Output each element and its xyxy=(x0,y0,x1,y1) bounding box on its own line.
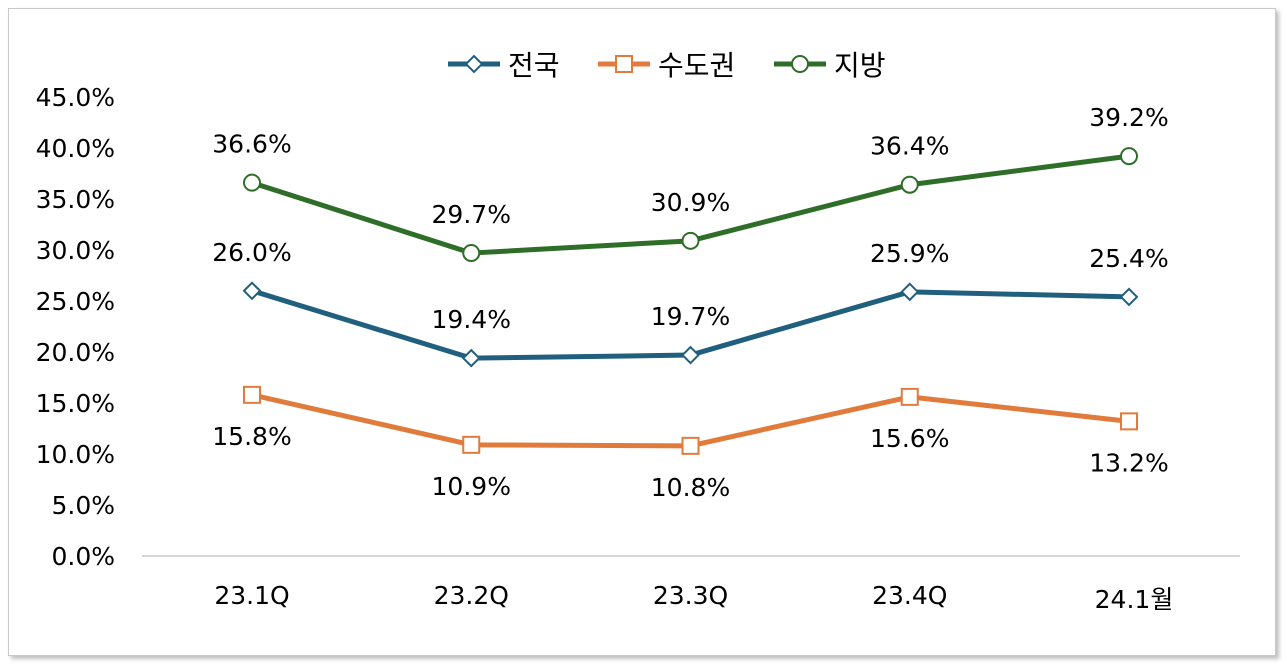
y-tick-label: 10.0% xyxy=(36,440,115,469)
series-diamond xyxy=(242,281,1139,368)
data-label: 15.6% xyxy=(870,424,949,453)
y-tick-label: 30.0% xyxy=(36,236,115,265)
y-tick-label: 45.0% xyxy=(36,83,115,112)
data-label: 39.2% xyxy=(1089,103,1168,132)
data-label: 36.6% xyxy=(212,130,291,159)
data-label: 25.9% xyxy=(870,239,949,268)
series-layer xyxy=(242,147,1139,455)
data-label: 29.7% xyxy=(432,200,511,229)
data-point-marker xyxy=(243,173,261,192)
data-point-marker xyxy=(681,436,700,455)
x-tick-label: 23.4Q xyxy=(872,581,947,610)
x-tick-label: 24.1월 xyxy=(1095,585,1174,614)
data-point-marker xyxy=(243,385,261,404)
data-label: 15.8% xyxy=(212,422,291,451)
data-point-marker xyxy=(1119,287,1139,307)
data-label: 19.4% xyxy=(432,305,511,334)
series-circle xyxy=(243,147,1138,263)
legend-label: 전국 xyxy=(508,49,560,82)
legend-item: 수도권 xyxy=(598,49,735,82)
data-point-marker xyxy=(461,348,481,368)
data-point-marker xyxy=(900,282,920,302)
y-tick-label: 40.0% xyxy=(36,134,115,163)
data-point-marker xyxy=(681,231,700,250)
y-tick-label: 0.0% xyxy=(51,542,115,571)
legend-marker xyxy=(464,54,484,74)
data-point-marker xyxy=(1120,412,1138,431)
legend-item: 지방 xyxy=(774,49,886,82)
data-point-marker xyxy=(900,175,919,194)
legend-marker xyxy=(791,55,809,73)
chart-frame xyxy=(8,8,1276,656)
legend-label: 지방 xyxy=(834,49,886,82)
data-label: 10.9% xyxy=(432,472,511,501)
y-tick-label: 15.0% xyxy=(36,389,115,418)
legend: 전국 수도권 지방 xyxy=(448,49,886,82)
legend-label: 수도권 xyxy=(658,49,735,82)
data-label: 30.9% xyxy=(651,188,730,217)
y-tick-label: 25.0% xyxy=(36,287,115,316)
data-label: 26.0% xyxy=(212,238,291,267)
data-point-marker xyxy=(462,435,481,454)
data-point-marker xyxy=(242,281,262,301)
series-square xyxy=(243,385,1138,455)
y-tick-label: 35.0% xyxy=(36,185,115,214)
y-tick-label: 20.0% xyxy=(36,338,115,367)
data-labels: 26.0% 19.4% 19.7% 25.9% 25.4% 15.8% 10.9% 10.8%… xyxy=(212,103,1168,502)
data-point-marker xyxy=(1120,147,1138,166)
x-tick-label: 23.2Q xyxy=(434,581,509,610)
legend-item: 전국 xyxy=(448,49,560,82)
data-label: 10.8% xyxy=(651,473,730,502)
data-point-marker xyxy=(462,244,481,263)
data-label: 36.4% xyxy=(870,132,949,161)
data-point-marker xyxy=(900,387,919,406)
x-tick-label: 23.1Q xyxy=(214,581,289,610)
data-label: 13.2% xyxy=(1089,448,1168,477)
x-tick-label: 23.3Q xyxy=(653,581,728,610)
y-tick-label: 5.0% xyxy=(51,491,115,520)
data-label: 19.7% xyxy=(651,302,730,331)
legend-marker xyxy=(615,55,633,73)
data-point-marker xyxy=(681,345,700,365)
data-label: 25.4% xyxy=(1089,244,1168,273)
axes: 0.0% 5.0% 10.0% 15.0% 20.0% 25.0% 30.0% 35.0% 40… xyxy=(36,83,1240,614)
